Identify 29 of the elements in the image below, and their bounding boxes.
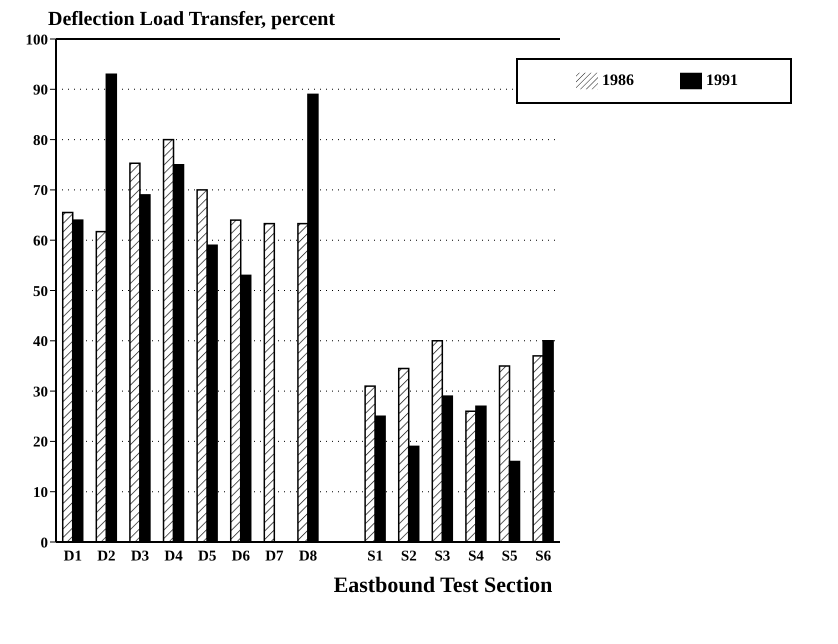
x-tick-label: D3 [130, 548, 150, 565]
y-tick-label: 20 [33, 434, 48, 451]
legend-label: 1991 [706, 72, 738, 89]
chart-title: Deflection Load Transfer, percent [48, 8, 336, 32]
x-tick-label: S4 [468, 548, 484, 565]
x-tick-label: D2 [97, 548, 116, 565]
y-tick-label: 70 [33, 183, 48, 200]
y-tick-label: 0 [40, 535, 48, 552]
y-tick-label: 40 [33, 334, 48, 350]
x-tick-label: S5 [502, 548, 518, 565]
x-tick-label: S2 [400, 548, 417, 565]
x-tick-label: D4 [164, 548, 184, 565]
y-tick-label: 60 [33, 234, 48, 250]
y-tick-label: 90 [33, 82, 48, 99]
x-tick-label: S3 [434, 548, 450, 565]
y-tick-label: 80 [33, 132, 48, 149]
x-tick-label: D8 [298, 548, 318, 565]
x-tick-label: D1 [64, 548, 82, 565]
y-tick-label: 50 [33, 284, 48, 300]
x-tick-label: S1 [367, 548, 384, 565]
x-tick-label: S6 [535, 548, 552, 565]
x-tick-label: D5 [198, 548, 216, 565]
x-tick-label: D6 [232, 548, 250, 565]
y-tick-label: 30 [33, 384, 48, 400]
y-tick-label: 100 [26, 32, 48, 48]
legend-label: 1986 [602, 72, 634, 89]
y-tick-label: 10 [33, 485, 48, 502]
x-tick-label: D7 [265, 548, 284, 565]
x-axis-title: Eastbound Test Section [332, 572, 554, 598]
